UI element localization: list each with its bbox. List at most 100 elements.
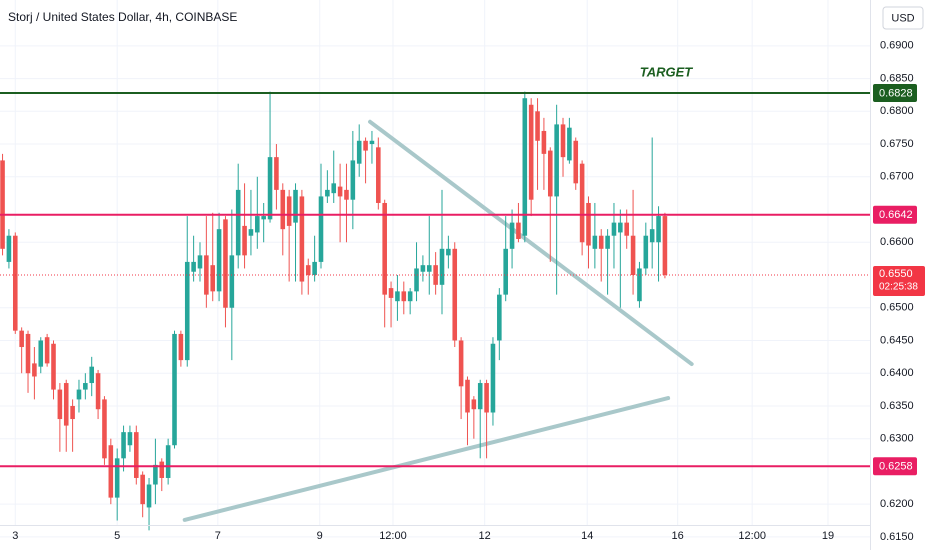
candle-body <box>216 229 222 292</box>
candle-body <box>229 255 235 308</box>
candle-body <box>83 383 88 390</box>
candle-body <box>471 399 477 410</box>
candle-body <box>446 248 451 256</box>
trendlines <box>182 119 694 522</box>
currency-label[interactable]: USD <box>891 12 914 24</box>
candle-body <box>541 130 547 154</box>
candle-body <box>605 235 610 249</box>
candle-body <box>465 379 470 413</box>
candles <box>0 91 668 531</box>
candle-body <box>637 268 642 302</box>
candle-body <box>560 124 566 158</box>
candle-body <box>274 157 279 190</box>
candle-body <box>44 337 50 364</box>
candle-body <box>140 474 145 505</box>
candle-body <box>624 222 629 236</box>
price-tag <box>873 205 917 224</box>
candle-body <box>567 127 572 161</box>
target-annotation: TARGET <box>640 64 694 79</box>
x-tick-label: 12:00 <box>738 530 766 542</box>
candle-body <box>350 160 356 200</box>
levels: 0.6828 0.6642 0.6258 0.6550 02:25:38 <box>0 83 925 476</box>
x-tick-label: 3 <box>12 530 18 542</box>
candle-body <box>102 399 107 459</box>
x-tick-label: 5 <box>114 530 120 542</box>
candle-body <box>586 202 591 246</box>
candle-body <box>452 248 458 341</box>
candle-body <box>0 160 5 249</box>
candle-body <box>204 255 209 295</box>
x-tick-label: 7 <box>215 530 221 542</box>
candle-body <box>611 222 617 236</box>
y-tick-label: 0.6300 <box>880 433 914 445</box>
y-tick-label: 0.6350 <box>880 400 914 412</box>
candle-body <box>312 261 317 275</box>
y-tick-label: 0.6500 <box>880 302 914 314</box>
candle-body <box>261 216 266 220</box>
candle-body <box>344 189 349 200</box>
y-tick-label: 0.6800 <box>880 105 914 117</box>
candle-body <box>95 373 101 410</box>
candle-body <box>38 340 44 367</box>
candle-body <box>516 222 521 239</box>
price-tag-label: 0.6258 <box>879 461 913 473</box>
candle-body <box>70 405 75 420</box>
candle-body <box>528 104 534 200</box>
candle-body <box>318 196 324 262</box>
candle-body <box>337 186 343 197</box>
chart-title: Storj / United States Dollar, 4h, COINBA… <box>8 10 237 24</box>
candle-body <box>573 140 579 184</box>
price-tag <box>873 83 917 102</box>
y-tick-label: 0.6400 <box>880 367 914 379</box>
candle-body <box>197 255 203 269</box>
candle-body <box>579 163 585 243</box>
candle-body <box>25 333 31 374</box>
candle-body <box>12 235 18 331</box>
price-tag <box>873 457 917 476</box>
candle-body <box>503 248 508 295</box>
y-tick-label: 0.6700 <box>880 171 914 183</box>
x-tick-label: 12:00 <box>379 530 407 542</box>
x-tick-label: 12 <box>479 530 491 542</box>
candle-body <box>426 265 432 272</box>
candle-body <box>592 235 598 249</box>
candle-body <box>248 229 254 236</box>
candle-body <box>382 202 387 295</box>
candle-body <box>19 330 24 348</box>
last-price-label: 0.6550 <box>879 268 913 280</box>
candle-body <box>325 189 330 197</box>
candle-body <box>255 216 260 233</box>
axes: 0.6150 0.6200 0.6300 0.6350 0.6400 0.6450 0.65… <box>12 40 913 543</box>
candle-body <box>76 389 82 400</box>
candle-body <box>458 340 464 387</box>
y-tick-label: 0.6850 <box>880 72 914 84</box>
y-tick-label: 0.6150 <box>880 531 914 543</box>
candle-body <box>484 383 489 413</box>
candle-body <box>184 261 190 361</box>
y-tick-label: 0.6450 <box>880 334 914 346</box>
x-tick-label: 19 <box>822 530 834 542</box>
candle-body <box>535 111 540 141</box>
candle-body <box>165 445 171 478</box>
candle-body <box>146 484 152 508</box>
currency-button[interactable] <box>882 6 924 30</box>
candle-body <box>477 383 483 410</box>
candle-body <box>108 445 114 498</box>
candle-body <box>32 363 37 377</box>
candle-body <box>159 461 165 478</box>
candle-body <box>369 140 375 145</box>
candle-body <box>414 268 419 292</box>
candle-body <box>662 216 668 275</box>
candle-body <box>554 124 559 197</box>
candle-body <box>509 222 515 249</box>
candle-body <box>401 291 407 302</box>
trendline <box>182 396 671 522</box>
candle-body <box>395 291 400 302</box>
candle-body <box>6 235 12 262</box>
candle-body <box>191 261 196 272</box>
last-price-tag <box>873 266 925 296</box>
candle-body <box>356 140 362 164</box>
candle-body <box>63 383 69 426</box>
